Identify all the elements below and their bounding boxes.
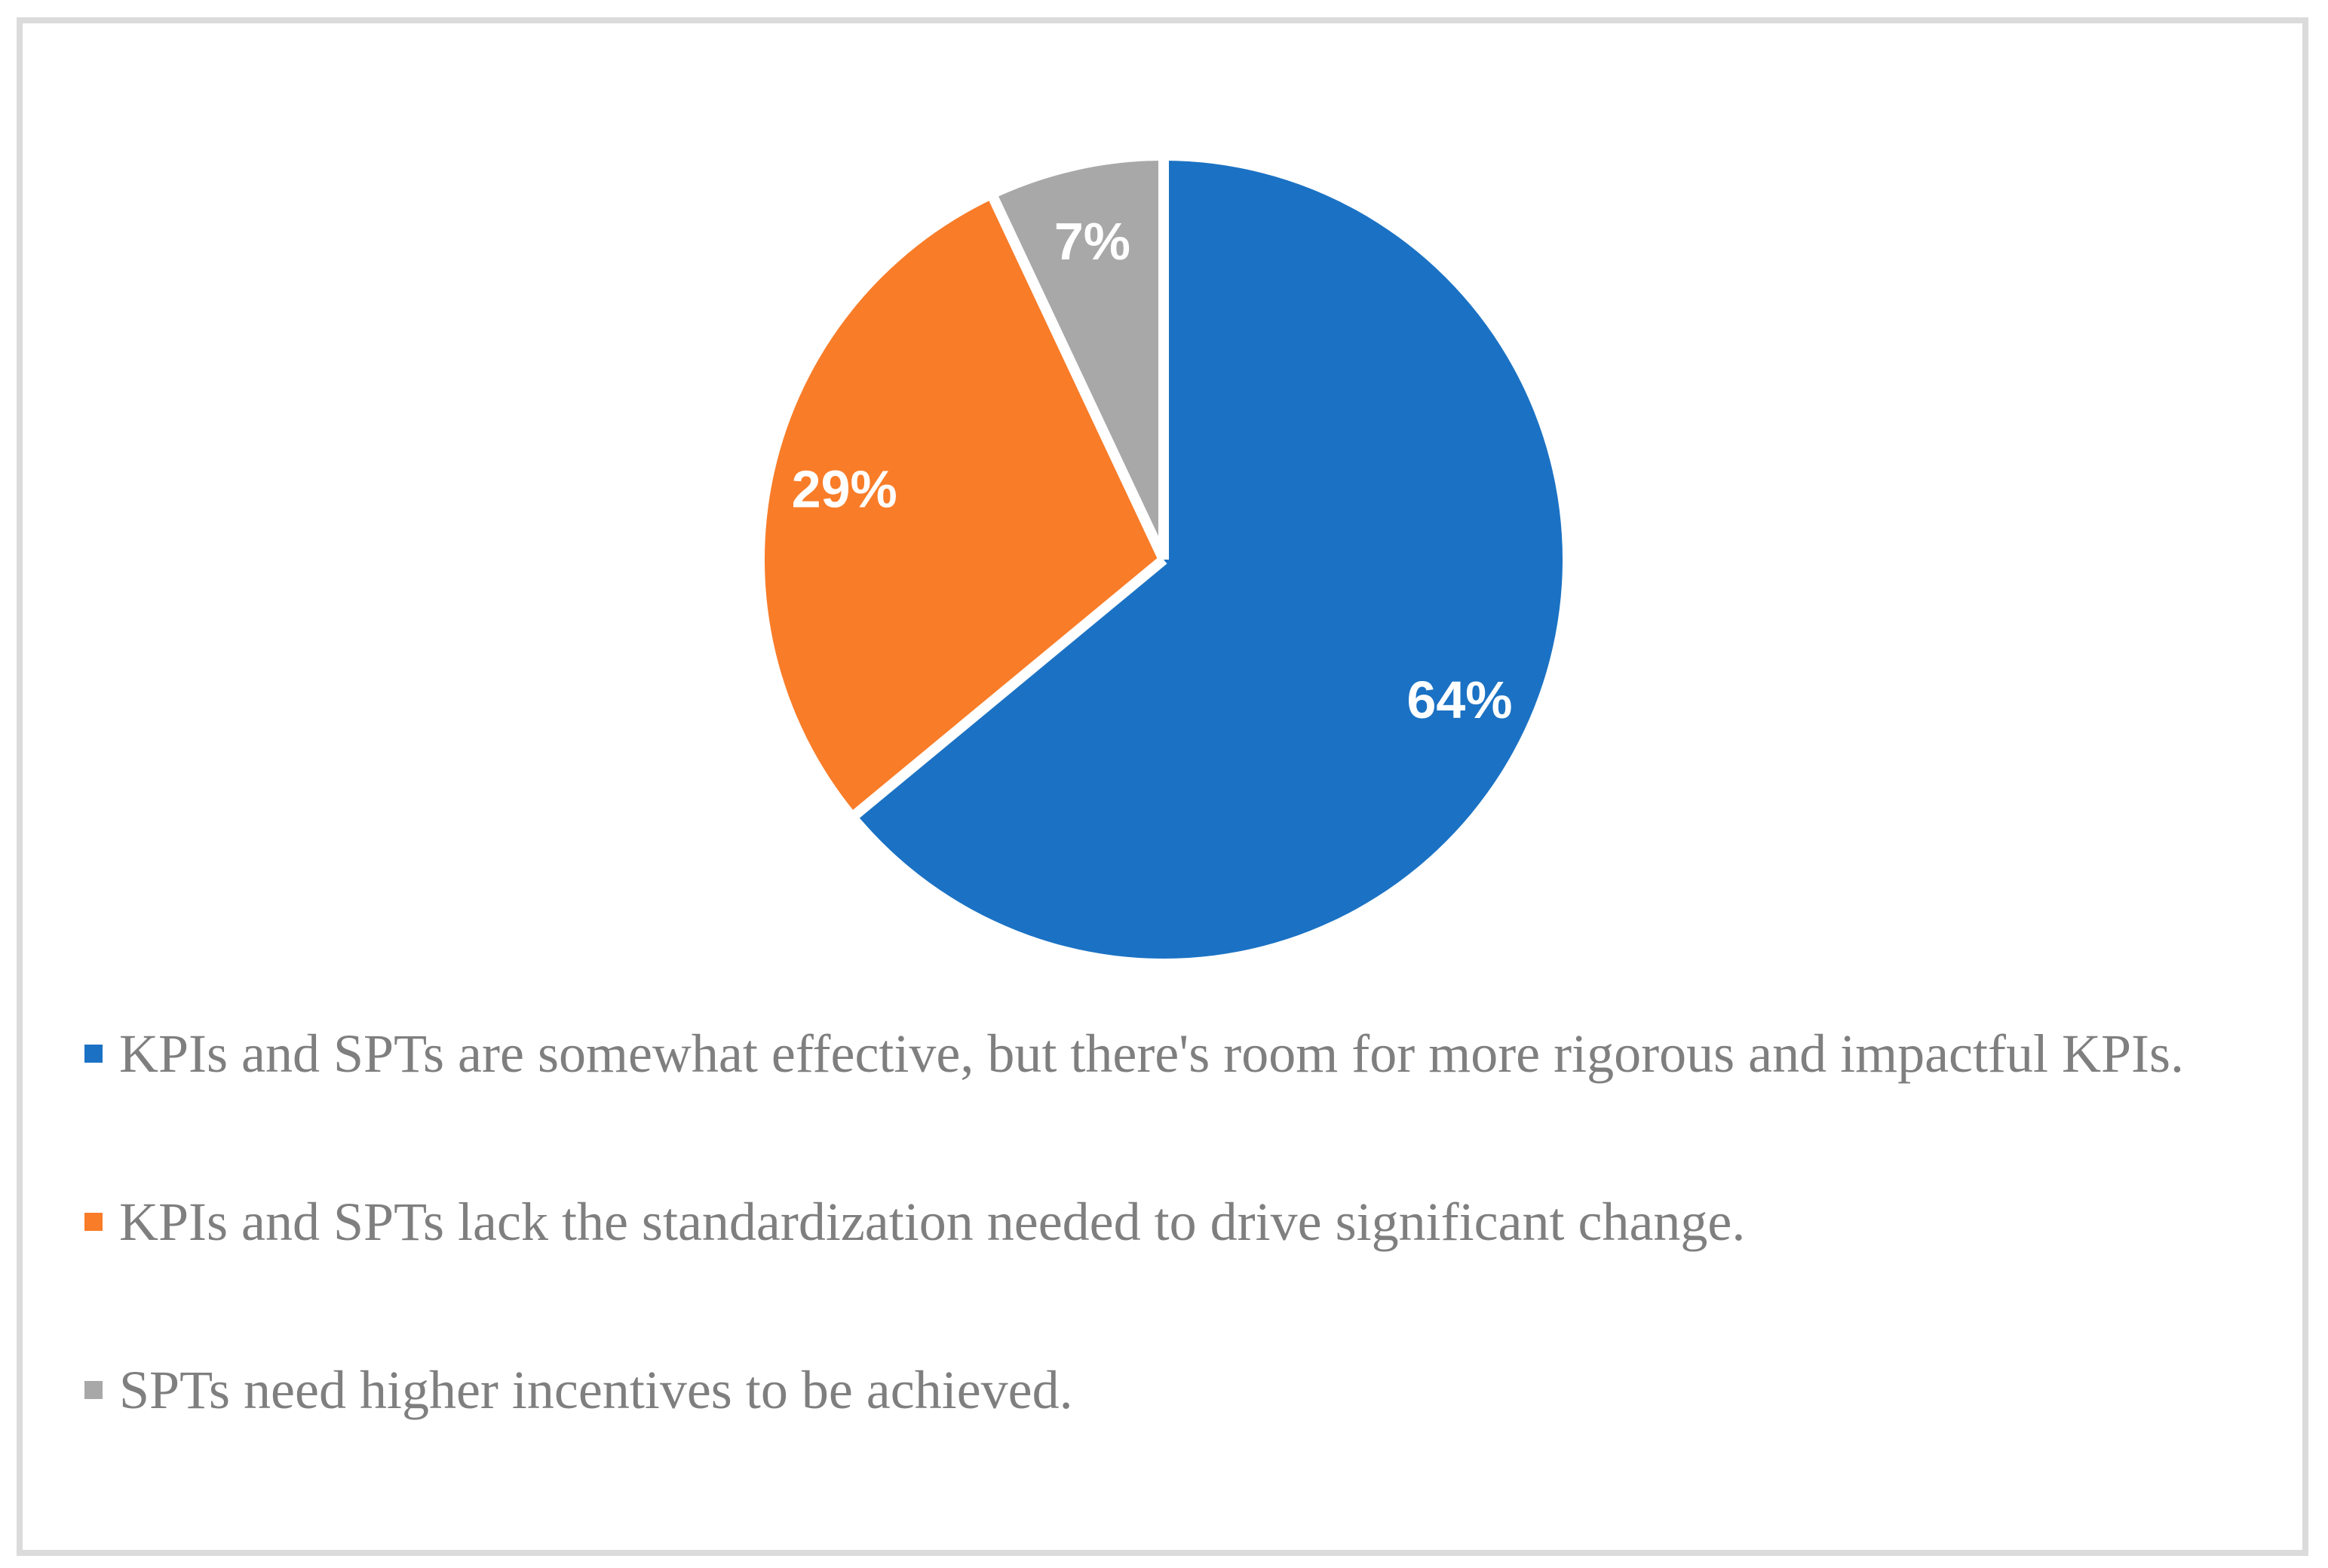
pie-data-label-0: 64%: [1406, 670, 1512, 729]
slice-divider-2: [988, 195, 1169, 562]
pie-data-label-2: 7%: [1054, 212, 1130, 271]
slice-divider-1: [851, 555, 1167, 819]
pie-data-label-1: 29%: [792, 460, 897, 519]
pie-slice-0: [856, 161, 1563, 959]
